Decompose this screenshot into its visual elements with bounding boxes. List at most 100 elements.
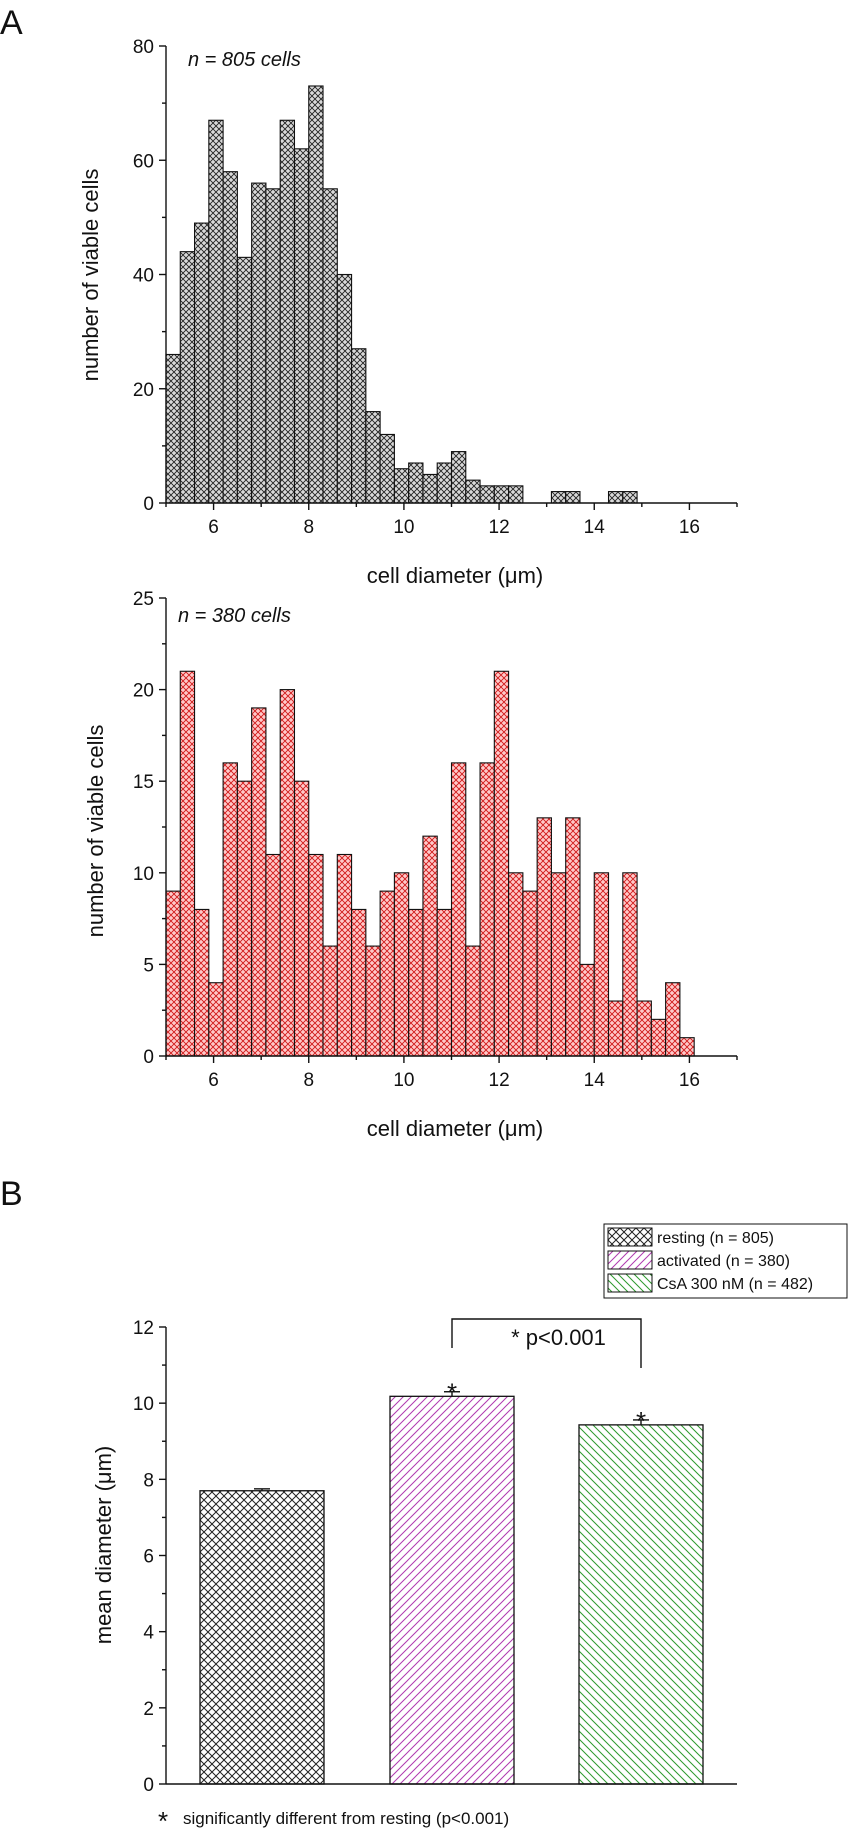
histogram-resting-bar	[607, 491, 624, 504]
histogram-resting-y-tick-label: 20	[133, 380, 154, 401]
histogram-resting-y-tick-label: 60	[133, 151, 154, 172]
histogram-activated-x-tick-label: 6	[208, 1070, 219, 1091]
legend-label-csa: CsA 300 nM (n = 482)	[657, 1276, 813, 1293]
histogram-activated-x-tick-label: 8	[303, 1070, 314, 1091]
histogram-resting-x-tick-label: 16	[679, 517, 700, 538]
histogram-activated-y-tick-label: 0	[143, 1047, 154, 1068]
histogram-activated-bar	[436, 908, 453, 1057]
histogram-activated-bar	[665, 982, 681, 1057]
histogram-activated-bar	[479, 762, 495, 1057]
histogram-activated: 0 5 10 15 20 25 6 8 10 12 14 16 n = 380 cells cell …	[83, 589, 738, 1141]
panel-label-b: B	[0, 1175, 23, 1213]
histogram-resting-y-tick-label: 0	[143, 494, 154, 515]
histogram-resting-bar	[379, 433, 395, 504]
mean-diameter-y-tick-label: 6	[143, 1547, 154, 1568]
histogram-activated-bar	[351, 908, 367, 1057]
histogram-resting-bar	[450, 451, 467, 504]
histogram-activated-x-tick-label: 14	[584, 1070, 606, 1091]
histogram-activated-bar	[493, 670, 510, 1057]
histogram-resting-annotation: n = 805 cells	[188, 49, 301, 71]
histogram-activated-bar	[579, 963, 595, 1057]
histogram-activated-y-tick-label: 5	[143, 955, 154, 976]
histogram-activated-bar	[450, 762, 467, 1057]
histogram-resting-bar	[465, 479, 481, 504]
histogram-activated-bar	[565, 817, 581, 1057]
histogram-activated-bar	[508, 872, 524, 1057]
panel-label-a: A	[0, 4, 23, 42]
histogram-resting: 0 20 40 60 80 6 8 10 12 14 16 n = 805 cells cell d…	[78, 37, 738, 588]
histogram-resting-x-tick-label: 8	[303, 517, 314, 538]
histogram-resting-y-tick-label: 40	[133, 266, 154, 287]
histogram-activated-bar	[222, 762, 238, 1057]
histogram-activated-bar	[194, 908, 210, 1057]
histogram-resting-xlabel: cell diameter (μm)	[367, 563, 543, 588]
histogram-resting-bar	[393, 468, 410, 504]
histogram-activated-bar	[679, 1037, 695, 1057]
histogram-resting-bar	[222, 171, 238, 504]
histogram-activated-y-tick-label: 20	[133, 681, 154, 702]
legend-swatch-activated	[607, 1250, 653, 1270]
histogram-resting-x-tick-label: 12	[489, 517, 510, 538]
histogram-activated-bar	[265, 853, 281, 1057]
histogram-activated-x-tick-label: 12	[489, 1070, 510, 1091]
bar-activated	[389, 1395, 515, 1785]
histogram-activated-bar	[279, 689, 296, 1057]
mean-diameter-y-tick-label: 4	[143, 1623, 154, 1644]
histogram-activated-bar	[408, 908, 424, 1057]
histogram-resting-bar	[408, 462, 424, 504]
mean-diameter-y-tick-label: 10	[133, 1394, 154, 1415]
legend-swatch-resting	[607, 1227, 653, 1247]
histogram-activated-bar	[650, 1018, 667, 1057]
footnote-text: significantly different from resting (p<…	[183, 1809, 509, 1828]
histogram-resting-bar	[179, 251, 196, 504]
histogram-resting-bar	[565, 491, 581, 504]
histogram-resting-bar	[436, 462, 453, 504]
histogram-activated-x-tick-label: 16	[679, 1070, 700, 1091]
histogram-resting-bar	[208, 119, 224, 504]
histogram-resting-bar	[308, 85, 324, 504]
mean-diameter-axes: 0 2 4 6 8 10 12	[133, 1318, 737, 1796]
histogram-resting-bar	[422, 473, 438, 504]
histogram-activated-bar	[379, 890, 395, 1057]
histogram-activated-bar	[593, 872, 610, 1057]
histogram-resting-x-tick-label: 10	[393, 517, 414, 538]
histogram-activated-annotation: n = 380 cells	[178, 605, 291, 627]
mean-diameter-y-tick-label: 2	[143, 1699, 154, 1720]
histogram-activated-bar	[322, 945, 338, 1057]
histogram-resting-axes: 0 20 40 60 80 6 8 10 12 14 16	[133, 37, 738, 538]
histogram-resting-bar	[251, 182, 267, 504]
histogram-resting-bar	[194, 222, 210, 504]
histogram-activated-bar	[179, 670, 196, 1057]
histogram-resting-bar	[165, 353, 181, 504]
significance-star-csa: *	[636, 1406, 646, 1436]
histogram-resting-bar	[365, 411, 381, 504]
histogram-activated-bar	[236, 780, 253, 1057]
legend-label-resting: resting (n = 805)	[657, 1230, 774, 1247]
comparison-bracket: * p<0.001	[451, 1318, 642, 1368]
mean-diameter-y-tick-label: 12	[133, 1318, 154, 1339]
histogram-activated-bar	[536, 817, 552, 1057]
histogram-activated-axes: 0 5 10 15 20 25 6 8 10 12 14 16	[133, 589, 738, 1091]
legend: resting (n = 805) activated (n = 380) CsA …	[603, 1223, 848, 1299]
histogram-resting-bar	[493, 485, 510, 504]
histogram-resting-bar	[236, 256, 253, 504]
histogram-activated-y-tick-label: 10	[133, 864, 154, 885]
mean-diameter-bars: **	[199, 1378, 704, 1785]
histogram-resting-bar	[265, 188, 281, 504]
bar-resting	[199, 1490, 325, 1785]
histogram-resting-bar	[322, 188, 338, 504]
histogram-activated-ylabel: number of viable cells	[83, 725, 108, 938]
histogram-resting-bar	[479, 485, 495, 504]
histogram-resting-bar	[550, 491, 567, 504]
histogram-activated-bar	[636, 1000, 652, 1057]
histogram-activated-bar	[522, 890, 538, 1057]
histogram-activated-xlabel: cell diameter (μm)	[367, 1116, 543, 1141]
histogram-activated-bar	[622, 872, 638, 1057]
histogram-resting-bar	[279, 119, 296, 504]
histogram-activated-bar	[293, 780, 310, 1057]
bar-csa	[578, 1424, 704, 1785]
histogram-activated-x-tick-label: 10	[393, 1070, 414, 1091]
histogram-activated-bar	[308, 853, 324, 1057]
